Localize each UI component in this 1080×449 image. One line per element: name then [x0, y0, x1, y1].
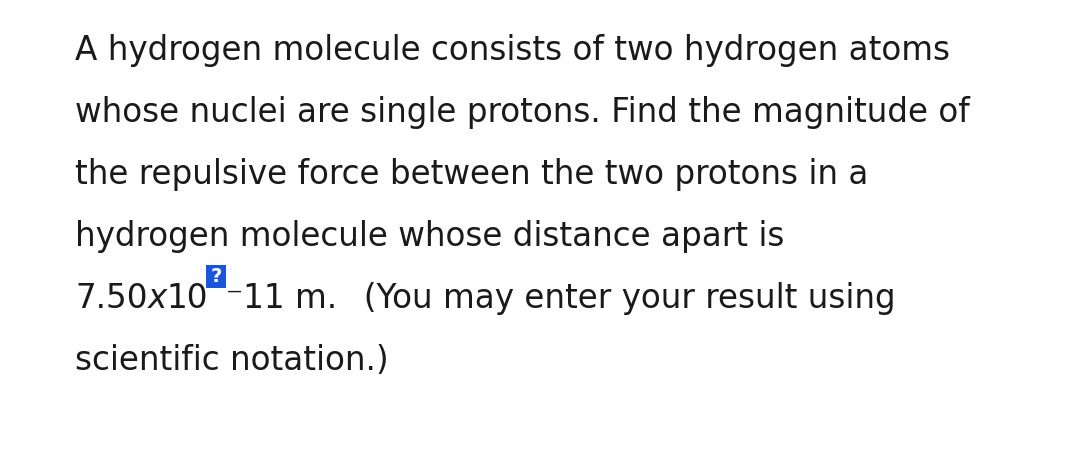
Text: 10: 10 — [166, 282, 208, 315]
Text: scientific notation.): scientific notation.) — [75, 344, 389, 377]
Text: hydrogen molecule whose distance apart is: hydrogen molecule whose distance apart i… — [75, 220, 784, 253]
Text: 7.50: 7.50 — [75, 282, 148, 315]
Text: whose nuclei are single protons. Find the magnitude of: whose nuclei are single protons. Find th… — [75, 96, 970, 129]
Text: ?: ? — [211, 267, 221, 286]
Text: A hydrogen molecule consists of two hydrogen atoms: A hydrogen molecule consists of two hydr… — [75, 34, 950, 67]
Text: ⁻11 m.  (You may enter your result using: ⁻11 m. (You may enter your result using — [226, 282, 896, 315]
Text: x: x — [148, 282, 166, 315]
Text: the repulsive force between the two protons in a: the repulsive force between the two prot… — [75, 158, 868, 191]
